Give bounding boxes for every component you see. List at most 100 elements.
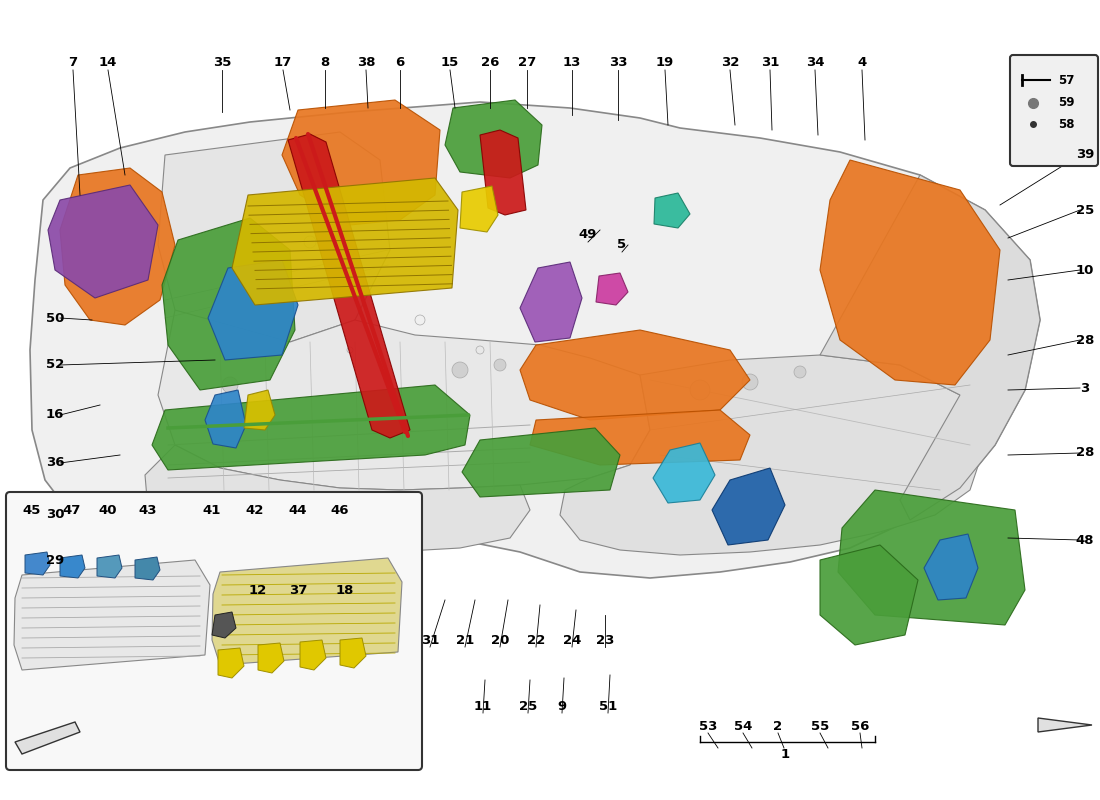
Polygon shape [820, 160, 1000, 385]
Text: 32: 32 [720, 57, 739, 70]
Polygon shape [158, 132, 390, 342]
FancyBboxPatch shape [1010, 55, 1098, 166]
Text: 38: 38 [356, 57, 375, 70]
Text: eWiparts: eWiparts [466, 311, 694, 429]
Polygon shape [232, 178, 458, 305]
Text: 25: 25 [519, 699, 537, 713]
Circle shape [452, 362, 468, 378]
Polygon shape [460, 186, 498, 232]
Polygon shape [145, 445, 530, 552]
Polygon shape [60, 555, 85, 578]
Text: 28: 28 [1076, 334, 1094, 346]
Text: 35: 35 [212, 57, 231, 70]
Circle shape [690, 380, 710, 400]
Text: 25: 25 [1076, 203, 1094, 217]
Text: 31: 31 [421, 634, 439, 646]
Text: 43: 43 [139, 503, 157, 517]
Polygon shape [520, 330, 750, 420]
Polygon shape [653, 443, 715, 503]
Text: 34: 34 [805, 57, 824, 70]
Text: 57: 57 [1058, 74, 1075, 86]
Text: 28: 28 [1076, 446, 1094, 459]
Circle shape [742, 374, 758, 390]
Polygon shape [340, 638, 366, 668]
Text: 31: 31 [761, 57, 779, 70]
Polygon shape [712, 468, 785, 545]
Text: 36: 36 [46, 457, 64, 470]
Polygon shape [152, 385, 470, 470]
Polygon shape [530, 410, 750, 465]
Text: 41: 41 [202, 503, 221, 517]
Polygon shape [218, 648, 244, 678]
Text: 17: 17 [274, 57, 293, 70]
Text: 47: 47 [63, 503, 81, 517]
Polygon shape [135, 557, 160, 580]
Text: 7: 7 [68, 57, 78, 70]
Polygon shape [520, 262, 582, 342]
Polygon shape [924, 534, 978, 600]
Circle shape [494, 359, 506, 371]
Polygon shape [212, 612, 236, 638]
Text: 37: 37 [289, 583, 307, 597]
Text: 44: 44 [288, 503, 307, 517]
Circle shape [794, 366, 806, 378]
Polygon shape [1038, 718, 1092, 732]
Polygon shape [97, 555, 122, 578]
Text: passion for parts: passion for parts [458, 373, 662, 467]
Text: 5: 5 [617, 238, 627, 251]
FancyBboxPatch shape [6, 492, 422, 770]
Text: 52: 52 [46, 358, 64, 371]
Text: 26: 26 [481, 57, 499, 70]
Text: 53: 53 [698, 719, 717, 733]
Text: 58: 58 [1058, 118, 1075, 130]
Polygon shape [162, 218, 295, 390]
Text: 42: 42 [245, 503, 264, 517]
Polygon shape [208, 260, 298, 360]
Text: 1: 1 [780, 749, 790, 762]
Text: 8: 8 [320, 57, 330, 70]
Polygon shape [838, 490, 1025, 625]
Polygon shape [820, 545, 918, 645]
Text: 20: 20 [491, 634, 509, 646]
Text: 23: 23 [596, 634, 614, 646]
Polygon shape [30, 102, 1040, 578]
Text: 3: 3 [1080, 382, 1090, 394]
Polygon shape [48, 185, 158, 298]
Text: 24: 24 [563, 634, 581, 646]
Text: 55: 55 [811, 719, 829, 733]
Polygon shape [820, 175, 1040, 520]
Text: 16: 16 [46, 409, 64, 422]
Polygon shape [25, 552, 50, 575]
Text: 56: 56 [850, 719, 869, 733]
Text: 59: 59 [1058, 97, 1075, 110]
Text: 4: 4 [857, 57, 867, 70]
Polygon shape [60, 168, 175, 325]
Text: 19: 19 [656, 57, 674, 70]
Text: 33: 33 [608, 57, 627, 70]
Text: 11: 11 [474, 699, 492, 713]
Text: 54: 54 [734, 719, 752, 733]
Polygon shape [288, 134, 410, 438]
Text: 48: 48 [1076, 534, 1094, 546]
Text: 39: 39 [1076, 149, 1094, 162]
Polygon shape [15, 722, 80, 754]
Polygon shape [596, 273, 628, 305]
Polygon shape [244, 390, 275, 430]
Text: 9: 9 [558, 699, 566, 713]
Polygon shape [654, 193, 690, 228]
Polygon shape [158, 310, 650, 490]
Text: 40: 40 [99, 503, 118, 517]
Text: 15: 15 [441, 57, 459, 70]
Polygon shape [446, 100, 542, 178]
Text: 46: 46 [331, 503, 350, 517]
Text: 12: 12 [249, 583, 267, 597]
Polygon shape [282, 100, 440, 225]
Text: 45: 45 [23, 503, 41, 517]
Text: 51: 51 [598, 699, 617, 713]
Text: 18: 18 [336, 583, 354, 597]
Polygon shape [480, 130, 526, 215]
Text: 49: 49 [579, 229, 597, 242]
Polygon shape [212, 558, 402, 665]
Polygon shape [560, 355, 984, 555]
Text: 30: 30 [46, 509, 64, 522]
